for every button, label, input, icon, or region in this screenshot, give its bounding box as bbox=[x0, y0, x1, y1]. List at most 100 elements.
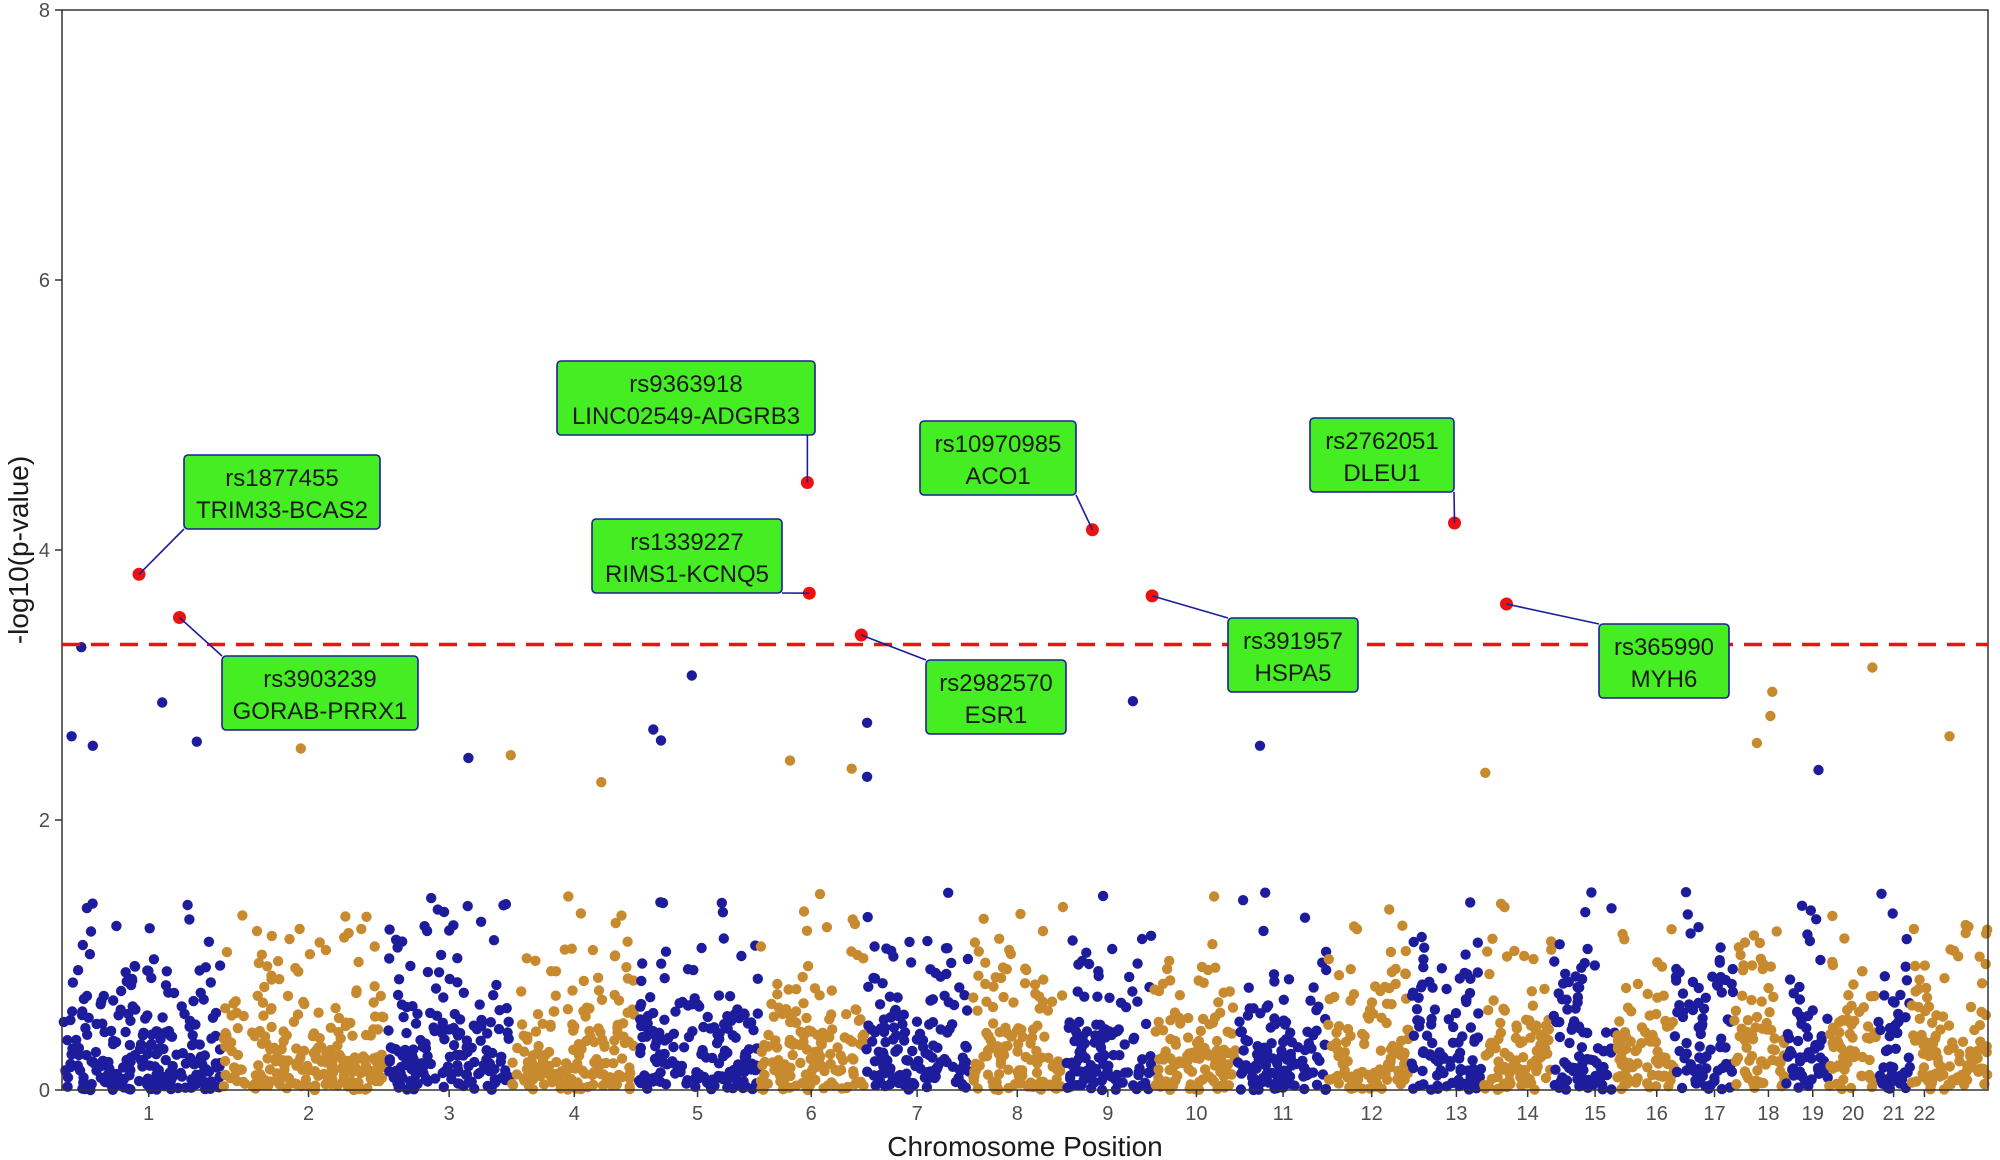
snp-point bbox=[1791, 1006, 1803, 1018]
snp-point bbox=[742, 1018, 754, 1029]
snp-point bbox=[635, 1047, 646, 1059]
snp-point bbox=[481, 1063, 492, 1075]
snp-point bbox=[1517, 1036, 1528, 1047]
snp-point-elevated bbox=[1813, 764, 1824, 776]
snp-point bbox=[1393, 1067, 1404, 1078]
snp-point bbox=[1842, 1057, 1853, 1069]
snp-point bbox=[356, 923, 367, 935]
snp-point bbox=[1427, 1037, 1438, 1049]
snp-point bbox=[1680, 887, 1692, 898]
snp-point bbox=[1450, 1008, 1462, 1019]
snp-point bbox=[281, 1030, 292, 1041]
snp-point bbox=[1632, 1058, 1643, 1069]
snp-point bbox=[1149, 984, 1160, 995]
snp-point bbox=[462, 1046, 473, 1058]
snp-point bbox=[1755, 1056, 1767, 1067]
snp-point bbox=[1901, 933, 1912, 945]
snp-point bbox=[296, 1080, 307, 1092]
snp-point bbox=[1079, 991, 1090, 1002]
snp-point bbox=[1086, 1083, 1097, 1094]
snp-point bbox=[1145, 1059, 1157, 1070]
snp-point bbox=[1572, 992, 1584, 1003]
snp-point bbox=[1143, 1067, 1155, 1079]
snp-point bbox=[1417, 1065, 1428, 1077]
x-tick-label-chr-21: 21 bbox=[1883, 1103, 1905, 1125]
snp-point bbox=[1137, 1054, 1148, 1065]
snp-point bbox=[1802, 1076, 1814, 1087]
snp-point bbox=[1827, 910, 1838, 922]
snp-point bbox=[1473, 1008, 1484, 1019]
snp-point bbox=[120, 1026, 131, 1038]
snp-point bbox=[576, 1044, 587, 1055]
snp-point bbox=[375, 990, 386, 1002]
snp-point bbox=[1112, 1078, 1124, 1090]
x-axis: 1 2 3 4 5 6 7 8 9 10 11 12 13 14 15 16 17 18 19 20 21 22 bbox=[143, 1090, 1936, 1125]
snp-point bbox=[1884, 1031, 1895, 1042]
snp-point bbox=[266, 1003, 277, 1014]
snp-point bbox=[1475, 1063, 1487, 1075]
snp-point bbox=[1348, 921, 1360, 932]
snp-point bbox=[1454, 973, 1466, 984]
snp-point bbox=[563, 891, 574, 902]
snp-point bbox=[1926, 1077, 1938, 1088]
x-tick-label-chr-3: 3 bbox=[444, 1103, 455, 1125]
x-tick-label-chr-12: 12 bbox=[1361, 1103, 1383, 1125]
snp-point bbox=[911, 1016, 923, 1027]
snp-point bbox=[1136, 933, 1148, 945]
snp-point bbox=[412, 1008, 423, 1019]
snp-point bbox=[1794, 1066, 1806, 1077]
snp-point bbox=[1031, 1067, 1043, 1078]
snp-point bbox=[709, 1022, 720, 1033]
snp-point bbox=[146, 1038, 157, 1050]
snp-point bbox=[897, 1018, 908, 1030]
snp-point bbox=[362, 1083, 373, 1094]
snp-point-elevated bbox=[596, 777, 607, 788]
snp-point bbox=[89, 1058, 100, 1069]
label-connector bbox=[1075, 494, 1094, 531]
snp-point bbox=[978, 913, 989, 924]
snp-point bbox=[994, 1027, 1005, 1038]
snp-point bbox=[1323, 1074, 1335, 1085]
snp-point bbox=[1501, 951, 1513, 962]
snp-point bbox=[766, 998, 777, 1010]
snp-point bbox=[262, 1053, 273, 1064]
snp-point bbox=[1801, 1022, 1812, 1034]
snp-point bbox=[67, 977, 79, 988]
label-connector bbox=[178, 616, 223, 657]
snp-point bbox=[1917, 1068, 1928, 1080]
snp-point bbox=[263, 1080, 274, 1091]
snp-point bbox=[292, 1009, 304, 1020]
snp-point bbox=[893, 1070, 904, 1082]
snp-point bbox=[1689, 1066, 1700, 1077]
snp-point bbox=[384, 924, 395, 935]
snp-point bbox=[1202, 1048, 1214, 1059]
snp-point bbox=[1433, 1056, 1444, 1067]
snp-point bbox=[1562, 1004, 1573, 1015]
snp-point bbox=[282, 990, 294, 1002]
snp-point bbox=[1726, 978, 1737, 990]
snp-label-background bbox=[919, 420, 1077, 496]
snp-point bbox=[1948, 1042, 1959, 1053]
snp-point bbox=[674, 998, 685, 1009]
snp-point bbox=[1182, 1032, 1194, 1043]
snp-point bbox=[947, 1019, 958, 1030]
snp-point bbox=[284, 933, 295, 945]
gene-label: ESR1 bbox=[965, 702, 1028, 729]
x-tick-label-chr-18: 18 bbox=[1757, 1103, 1779, 1125]
snp-point bbox=[537, 1018, 548, 1029]
snp-point bbox=[1008, 997, 1019, 1008]
snp-point bbox=[787, 1049, 798, 1061]
snp-point bbox=[775, 1066, 787, 1078]
snp-point bbox=[714, 1033, 725, 1045]
snp-point bbox=[1197, 1074, 1208, 1085]
snp-point bbox=[1815, 954, 1826, 966]
snp-point bbox=[1842, 1014, 1853, 1025]
snp-point bbox=[1836, 1083, 1848, 1095]
snp-point bbox=[438, 906, 450, 918]
snp-point bbox=[485, 1017, 496, 1028]
snp-id-label: rs1339227 bbox=[630, 529, 743, 556]
snp-point bbox=[184, 914, 195, 925]
snp-point bbox=[1390, 978, 1401, 990]
snp-point bbox=[877, 978, 888, 989]
snp-point bbox=[833, 1066, 844, 1077]
